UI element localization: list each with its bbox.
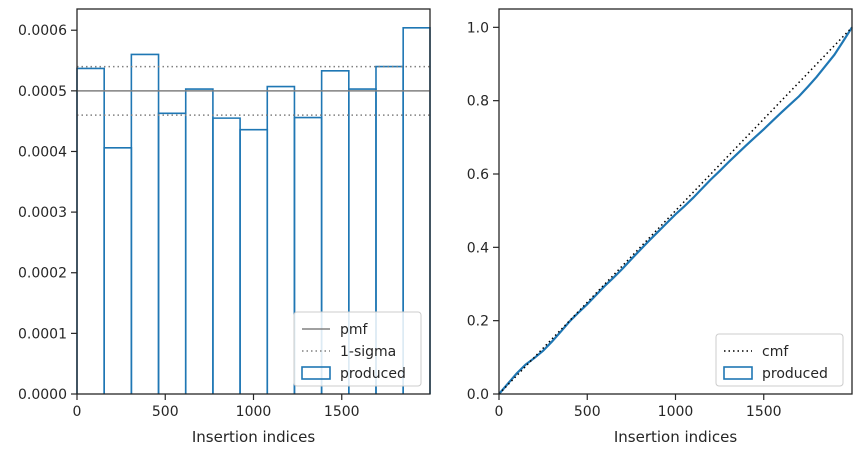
y-axis-ticks: 0.0 0.2 0.4 0.6 0.8 1.0 <box>467 20 499 403</box>
cumulative-panel: 0 500 1000 1500 0.0 0.2 0.4 0.6 0.8 1.0 Insertio… <box>467 8 853 446</box>
x-tick-label: 1500 <box>746 404 782 420</box>
x-axis-ticks: 0 500 1000 1500 <box>73 394 360 420</box>
y-tick-label: 0.0002 <box>18 266 67 282</box>
x-tick-label: 500 <box>574 404 601 420</box>
y-tick-label: 0.6 <box>467 167 489 183</box>
legend-label: pmf <box>340 322 369 338</box>
cmf-line <box>498 26 853 395</box>
legend: cmf produced <box>715 333 844 387</box>
legend-handle-produced <box>301 366 331 380</box>
histogram-bar <box>239 128 269 394</box>
legend-box <box>715 333 844 387</box>
legend-label: 1-sigma <box>340 344 396 360</box>
x-axis-ticks: 0 500 1000 1500 <box>495 394 782 420</box>
legend-label: produced <box>762 366 828 382</box>
y-tick-label: 0.0003 <box>18 205 67 221</box>
y-tick-label: 0.0004 <box>18 144 67 160</box>
x-tick-label: 1000 <box>236 404 272 420</box>
histogram-bar <box>130 53 160 394</box>
legend-handle-produced <box>723 366 753 380</box>
histogram-bar <box>157 112 187 394</box>
legend: pmf 1-sigma produced <box>293 311 422 387</box>
histogram-bar <box>184 88 214 394</box>
x-tick-label: 1500 <box>324 404 360 420</box>
x-tick-label: 0 <box>73 404 82 420</box>
produced-cumulative-line <box>498 26 853 395</box>
y-tick-label: 1.0 <box>467 20 489 36</box>
y-tick-label: 0.0006 <box>18 23 67 39</box>
histogram-panel: 0 500 1000 1500 0.00000.00010.00020.00030.0… <box>18 8 431 446</box>
histogram-bar <box>76 67 105 394</box>
x-axis-label: Insertion indices <box>192 428 315 446</box>
legend-label: cmf <box>762 344 789 360</box>
histogram-bar <box>266 85 296 394</box>
y-tick-label: 0.2 <box>467 314 489 330</box>
y-tick-label: 0.0000 <box>18 387 67 403</box>
y-tick-label: 0.0001 <box>18 326 67 342</box>
x-tick-label: 500 <box>152 404 179 420</box>
y-tick-label: 0.0005 <box>18 84 67 100</box>
y-axis-ticks: 0.0000 0.0001 0.0002 0.0003 0.0004 0.0005 0.00… <box>18 23 77 403</box>
x-tick-label: 0 <box>495 404 504 420</box>
y-tick-label: 0.8 <box>467 94 489 110</box>
legend-label: produced <box>340 366 406 382</box>
y-tick-label: 0.0 <box>467 387 489 403</box>
y-tick-label: 0.4 <box>467 240 489 256</box>
x-axis-label: Insertion indices <box>614 428 737 446</box>
histogram-bar <box>103 147 133 394</box>
x-tick-label: 1000 <box>658 404 694 420</box>
histogram-bar <box>212 117 241 394</box>
